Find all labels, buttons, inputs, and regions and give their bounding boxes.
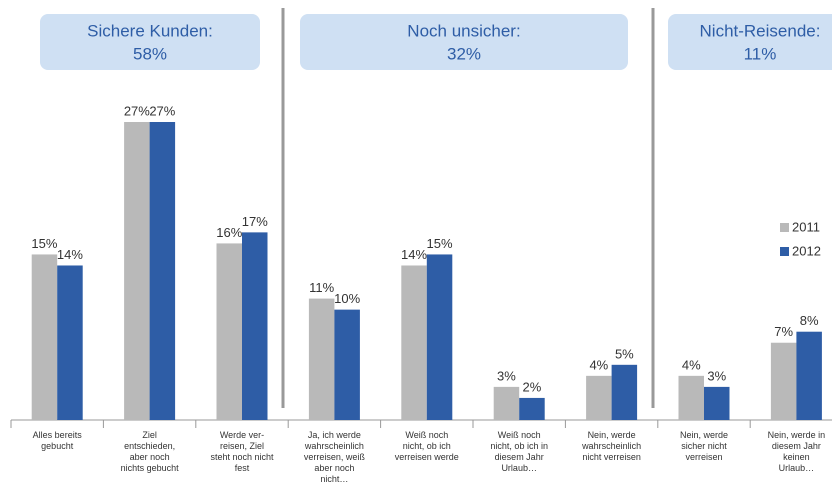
bar bbox=[401, 265, 427, 420]
bar bbox=[216, 243, 242, 420]
value-label: 5% bbox=[615, 346, 634, 361]
value-label: 4% bbox=[682, 357, 701, 372]
bar bbox=[57, 265, 83, 420]
group-title: Sichere Kunden: bbox=[87, 21, 213, 40]
value-label: 7% bbox=[774, 324, 793, 339]
bar bbox=[611, 364, 638, 420]
legend-label: 2012 bbox=[792, 243, 821, 258]
x-tick-label: Alles bereits gebucht bbox=[32, 430, 82, 451]
bar bbox=[586, 375, 612, 420]
value-label: 16% bbox=[216, 225, 242, 240]
group-title: Noch unsicher: bbox=[407, 21, 520, 40]
bar bbox=[519, 397, 545, 420]
x-tick-label: Nein, werde in diesem Jahr keinen Urlaub… bbox=[767, 430, 826, 473]
value-label: 14% bbox=[57, 247, 83, 262]
bar bbox=[796, 331, 822, 420]
bar bbox=[426, 254, 453, 420]
bar bbox=[242, 232, 268, 420]
group-box bbox=[40, 14, 260, 70]
value-label: 15% bbox=[427, 236, 453, 251]
bar bbox=[334, 309, 360, 420]
value-label: 3% bbox=[497, 368, 516, 383]
bar bbox=[704, 386, 730, 420]
x-tick-label: Nein, werde wahrscheinlich nicht verreis… bbox=[582, 430, 642, 462]
bar bbox=[149, 122, 176, 420]
value-label: 27% bbox=[149, 103, 175, 118]
bar bbox=[124, 122, 150, 420]
value-label: 10% bbox=[334, 291, 360, 306]
group-share: 11% bbox=[744, 44, 777, 63]
group-share: 58% bbox=[133, 44, 167, 63]
x-tick-label: Nein, werde sicher nicht verreisen bbox=[679, 430, 728, 462]
value-label: 15% bbox=[31, 236, 57, 251]
x-tick-label: Ziel entschieden, aber noch nichts gebuc… bbox=[120, 430, 179, 473]
value-label: 27% bbox=[124, 103, 150, 118]
x-tick-label: Weiß noch nicht, ob ich in diesem Jahr U… bbox=[490, 430, 548, 473]
value-label: 3% bbox=[707, 368, 726, 383]
legend-label: 2011 bbox=[792, 219, 820, 234]
bar bbox=[678, 375, 704, 420]
group-box bbox=[668, 14, 832, 70]
value-label: 4% bbox=[589, 357, 608, 372]
x-tick-label: Werde ver-reisen, Ziel steht noch nicht … bbox=[210, 430, 274, 473]
bar bbox=[770, 342, 797, 420]
value-label: 11% bbox=[309, 280, 334, 295]
value-label: 2% bbox=[523, 379, 542, 394]
legend-swatch bbox=[780, 223, 789, 232]
legend-swatch bbox=[780, 247, 789, 256]
group-share: 32% bbox=[447, 44, 481, 63]
bar bbox=[493, 386, 520, 420]
bar bbox=[308, 298, 335, 420]
value-label: 17% bbox=[242, 214, 268, 229]
x-tick-label: Ja, ich werde wahrscheinlich verreisen, … bbox=[303, 430, 365, 484]
bar bbox=[31, 254, 58, 420]
value-label: 8% bbox=[800, 313, 819, 328]
x-tick-label: Weiß noch nicht, ob ich verreisen werde bbox=[394, 430, 459, 462]
group-box bbox=[300, 14, 628, 70]
group-title: Nicht-Reisende: bbox=[700, 21, 821, 40]
value-label: 14% bbox=[401, 247, 427, 262]
